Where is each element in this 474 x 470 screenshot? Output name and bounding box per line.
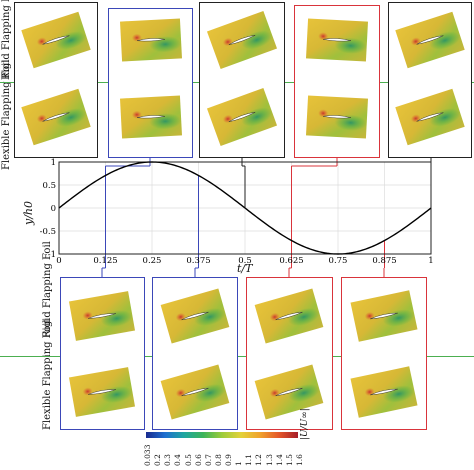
colorbar-tick-label: 0.033: [143, 444, 152, 466]
x-axis-label: t/T: [237, 262, 253, 275]
colorbar-tick-label: 1.5: [284, 454, 294, 466]
colorbar-tick-label: 1.2: [254, 454, 264, 466]
colorbar: [146, 432, 298, 438]
colorbar-tick-label: 0.2: [153, 454, 163, 466]
x-tick-label: 0.875: [372, 256, 396, 266]
colorbar-tick-label: 1: [234, 461, 244, 466]
x-tick-label: 0.125: [93, 256, 117, 266]
x-tick-label: 0: [56, 256, 61, 266]
x-tick-label: 0.375: [186, 256, 210, 266]
y-tick-label: -1: [48, 250, 56, 260]
colorbar-tick-label: 0.6: [193, 454, 203, 466]
series-line: [58, 161, 432, 255]
colorbar-tick-label: 0.8: [213, 454, 223, 466]
colorbar-tick-label: 1.4: [274, 454, 284, 466]
colorbar-tick-label: 1.3: [264, 454, 274, 466]
colorbar-tick-label: 1.1: [244, 454, 254, 466]
x-tick-label: 0.25: [143, 256, 162, 266]
y-tick-label: 1: [51, 158, 56, 168]
colorbar-label: |U/U∞|: [300, 408, 310, 440]
colorbar-tick-label: 0.5: [183, 454, 193, 466]
colorbar-tick-label: 0.7: [203, 454, 213, 466]
colorbar-tick-label: 0.4: [173, 454, 183, 466]
x-tick-label: 0.5: [238, 256, 252, 266]
y-axis-label: y/h0: [22, 200, 35, 225]
x-tick-label: 0.625: [279, 256, 303, 266]
colorbar-tick-label: 0.9: [224, 454, 234, 466]
x-tick-label: 1: [428, 256, 433, 266]
y-tick-label: 0: [51, 204, 56, 214]
colorbar-tick-label: 0.3: [163, 454, 173, 466]
colorbar-tick-label: 1.6: [295, 454, 304, 466]
y-tick-label: 0.5: [42, 181, 56, 191]
x-tick-label: 0.75: [329, 256, 348, 266]
y-tick-label: -0.5: [40, 227, 56, 237]
